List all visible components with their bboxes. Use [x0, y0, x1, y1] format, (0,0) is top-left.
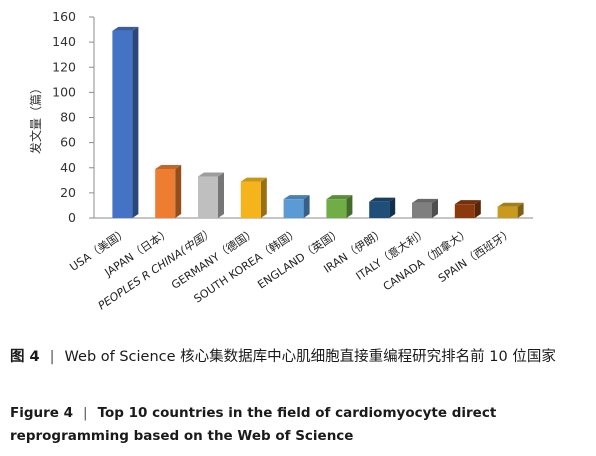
bar-front [198, 176, 218, 218]
bar-front [283, 199, 304, 218]
axes: 0 20 40 60 80 100 120 140 160 [52, 9, 533, 225]
bar-side [346, 195, 353, 218]
bar-2 [155, 165, 182, 218]
x-tick-label: ITALY（意大利） [353, 225, 430, 283]
caption-zh-label: 图 4 [10, 349, 40, 365]
bar-1 [112, 26, 139, 218]
bar-5 [283, 195, 310, 218]
bar-side [303, 195, 310, 218]
y-axis-label: 发文量（篇） [28, 82, 43, 154]
bar-4 [240, 177, 267, 218]
bar-front [155, 169, 176, 218]
bar-3 [198, 172, 224, 218]
bar-front [454, 204, 475, 218]
bar-front [112, 30, 133, 218]
bar-front [240, 181, 261, 218]
bar-7 [369, 197, 396, 218]
y-tick-label: 20 [60, 185, 76, 200]
caption-english: Figure 4 | Top 10 countries in the field o… [10, 402, 590, 448]
bar-chart: 发文量（篇） 0 20 40 60 80 100 120 140 160 USA（美国）JAPA… [28, 9, 533, 313]
bar-side [389, 197, 396, 218]
bar-side [132, 26, 139, 218]
y-tick-label: 0 [68, 210, 76, 225]
bar-front [369, 201, 390, 218]
bar-top [112, 26, 139, 31]
bar-front [497, 206, 518, 218]
caption-en-text: Top 10 countries in the field of cardiom… [10, 405, 497, 444]
bar-top [155, 165, 182, 170]
bar-9 [454, 200, 481, 218]
bar-8 [412, 198, 438, 218]
bar-top [283, 195, 310, 200]
bar-top [497, 202, 524, 207]
bar-side [175, 165, 182, 218]
bar-side [474, 200, 481, 218]
bar-side [517, 202, 524, 218]
y-tick-label: 80 [60, 110, 76, 125]
bar-side [260, 177, 267, 218]
bar-top [454, 200, 481, 205]
bar-top [412, 198, 438, 203]
x-tick-labels: USA（美国）JAPAN（日本）PEOPLES R CHINA(中国）GERMA… [67, 225, 515, 313]
bar-top [369, 197, 396, 202]
bar-10 [497, 202, 524, 218]
y-axis-title: 发文量（篇） [28, 82, 43, 154]
bar-top [326, 195, 353, 200]
caption-separator: | [49, 349, 55, 365]
bar-top [198, 172, 224, 177]
caption-en-label: Figure 4 [10, 405, 74, 421]
y-tick-label: 60 [60, 135, 76, 150]
caption-chinese: 图 4 | Web of Science 核心集数据库中心肌细胞直接重编程研究排名前… [10, 346, 590, 368]
bar-front [412, 202, 432, 218]
y-tick-label: 40 [60, 160, 76, 175]
caption-separator-en: | [83, 405, 88, 421]
y-tick-label: 140 [52, 34, 76, 49]
caption-zh-text: Web of Science 核心集数据库中心肌细胞直接重编程研究排名前 10 … [64, 349, 556, 365]
x-tick-label: SPAIN（西班牙） [436, 226, 515, 285]
bar-front [326, 199, 347, 218]
bar-top [240, 177, 267, 182]
bars [112, 26, 524, 218]
y-tick-label: 100 [52, 84, 76, 99]
bar-side [218, 172, 224, 218]
y-tick-label: 120 [52, 59, 76, 74]
y-tick-label: 160 [52, 9, 76, 24]
bar-6 [326, 195, 353, 218]
bar-side [432, 198, 438, 218]
